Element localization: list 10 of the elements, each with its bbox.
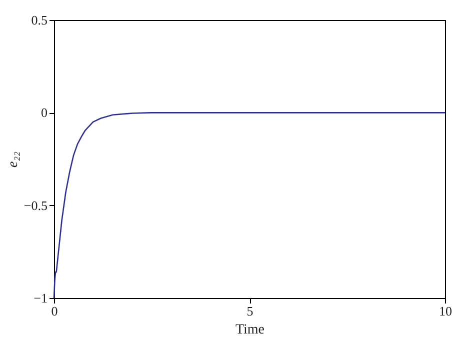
x-tick-label: 10 xyxy=(439,304,452,318)
y-tick-label: 0.5 xyxy=(31,12,48,28)
y-axis-title: e₂₂ xyxy=(6,151,21,168)
x-tick-label: 0 xyxy=(51,304,58,318)
y-tick-label: −0.5 xyxy=(24,198,48,213)
y-tick-label: −1 xyxy=(34,290,48,306)
x-axis-title: Time xyxy=(235,322,265,338)
line-series xyxy=(53,112,446,299)
y-tick-label: 0 xyxy=(41,105,48,120)
x-tick-label: 5 xyxy=(246,304,254,318)
